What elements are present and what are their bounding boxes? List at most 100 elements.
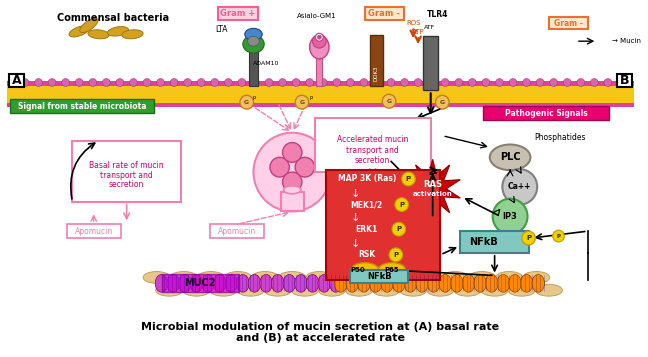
Ellipse shape	[245, 28, 262, 40]
Bar	[370, 35, 383, 86]
Text: TLR4: TLR4	[427, 10, 448, 19]
Ellipse shape	[351, 263, 378, 276]
Ellipse shape	[360, 272, 387, 283]
Text: ATF: ATF	[424, 25, 435, 30]
Circle shape	[75, 79, 83, 86]
Ellipse shape	[427, 284, 454, 296]
Ellipse shape	[520, 275, 533, 292]
Ellipse shape	[237, 284, 264, 296]
Ellipse shape	[414, 272, 441, 283]
Ellipse shape	[378, 263, 406, 276]
Ellipse shape	[143, 272, 170, 283]
Circle shape	[360, 79, 368, 86]
Bar	[281, 192, 304, 211]
Ellipse shape	[225, 275, 238, 292]
Bar	[10, 99, 154, 113]
Ellipse shape	[318, 284, 345, 296]
Bar	[6, 103, 634, 107]
Circle shape	[604, 79, 612, 86]
Text: Commensal bacteria: Commensal bacteria	[57, 12, 169, 22]
Text: DOK3: DOK3	[374, 66, 379, 81]
Ellipse shape	[248, 36, 259, 46]
Ellipse shape	[264, 284, 291, 296]
Circle shape	[102, 79, 110, 86]
Circle shape	[157, 79, 165, 86]
Ellipse shape	[496, 272, 523, 283]
Circle shape	[428, 79, 435, 86]
Ellipse shape	[497, 275, 509, 292]
Ellipse shape	[345, 284, 373, 296]
Ellipse shape	[202, 275, 214, 292]
Text: PLC: PLC	[500, 152, 520, 162]
Ellipse shape	[210, 284, 237, 296]
Text: NFkB: NFkB	[367, 272, 391, 281]
Ellipse shape	[243, 35, 264, 53]
Circle shape	[395, 198, 408, 211]
Ellipse shape	[307, 275, 319, 292]
Ellipse shape	[88, 30, 109, 39]
Text: secretion: secretion	[355, 156, 390, 165]
Text: G: G	[244, 100, 249, 105]
Ellipse shape	[450, 275, 463, 292]
Ellipse shape	[183, 284, 210, 296]
Text: G: G	[440, 100, 445, 105]
Ellipse shape	[400, 284, 427, 296]
Ellipse shape	[387, 272, 414, 283]
Circle shape	[537, 79, 544, 86]
Ellipse shape	[454, 284, 481, 296]
Text: Signal from stable microbiota: Signal from stable microbiota	[18, 102, 146, 111]
Circle shape	[402, 172, 415, 186]
Circle shape	[387, 121, 430, 164]
Circle shape	[283, 142, 302, 162]
Circle shape	[270, 157, 289, 177]
Circle shape	[143, 79, 151, 86]
Text: P50: P50	[351, 267, 365, 272]
Text: MUC2: MUC2	[185, 278, 216, 288]
Circle shape	[590, 79, 598, 86]
Circle shape	[577, 79, 584, 86]
Text: secretion: secretion	[109, 180, 145, 190]
Ellipse shape	[462, 275, 475, 292]
Ellipse shape	[346, 275, 358, 292]
Ellipse shape	[312, 34, 326, 48]
Ellipse shape	[532, 275, 544, 292]
Ellipse shape	[272, 275, 284, 292]
Circle shape	[184, 79, 192, 86]
Bar	[73, 141, 181, 202]
Circle shape	[382, 94, 396, 108]
Circle shape	[496, 79, 503, 86]
Bar	[218, 7, 259, 20]
Circle shape	[319, 79, 327, 86]
Ellipse shape	[310, 35, 329, 59]
Circle shape	[523, 79, 531, 86]
Circle shape	[62, 79, 69, 86]
Text: ADAM10: ADAM10	[253, 61, 279, 66]
Circle shape	[414, 79, 422, 86]
Ellipse shape	[198, 272, 224, 283]
Text: P: P	[393, 252, 399, 258]
Ellipse shape	[481, 284, 508, 296]
Circle shape	[389, 248, 402, 262]
Circle shape	[240, 95, 253, 109]
Ellipse shape	[393, 275, 405, 292]
Circle shape	[265, 79, 273, 86]
Ellipse shape	[330, 275, 342, 292]
Ellipse shape	[535, 284, 562, 296]
Ellipse shape	[295, 275, 307, 292]
Bar	[351, 270, 408, 283]
Bar	[161, 275, 239, 292]
Ellipse shape	[291, 284, 318, 296]
Circle shape	[238, 79, 246, 86]
Ellipse shape	[369, 275, 382, 292]
Ellipse shape	[508, 284, 535, 296]
Text: transport and: transport and	[100, 171, 153, 180]
Bar	[6, 86, 634, 103]
Text: → Mucin: → Mucin	[612, 38, 641, 44]
Ellipse shape	[284, 186, 301, 194]
Text: Basal rate of mucin: Basal rate of mucin	[89, 161, 164, 170]
Ellipse shape	[306, 272, 333, 283]
Text: transport and: transport and	[346, 146, 399, 155]
Circle shape	[211, 79, 218, 86]
Ellipse shape	[316, 33, 323, 41]
Circle shape	[618, 79, 625, 86]
